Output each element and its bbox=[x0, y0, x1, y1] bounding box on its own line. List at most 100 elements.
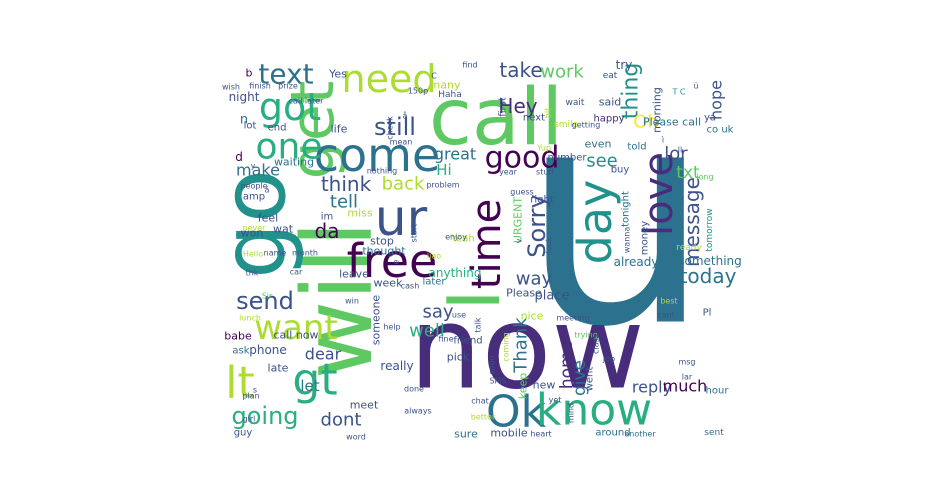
word-115: first bbox=[498, 97, 509, 117]
word-184: ready bbox=[676, 243, 702, 253]
word-157: lar bbox=[682, 373, 693, 382]
word-170: another bbox=[624, 430, 656, 439]
word-145: lunch bbox=[239, 314, 261, 323]
word-139: month bbox=[292, 249, 318, 258]
word-122: prize bbox=[278, 82, 298, 91]
word-83: anything bbox=[429, 266, 482, 280]
word-11: come bbox=[314, 128, 441, 182]
word-162: soon bbox=[488, 355, 497, 374]
word-178: nothing bbox=[367, 167, 398, 176]
word-41: make bbox=[236, 161, 280, 180]
word-141: liao bbox=[427, 252, 441, 261]
word-52: much bbox=[663, 377, 708, 396]
word-71: co uk bbox=[707, 125, 734, 136]
word-58: b bbox=[246, 67, 253, 80]
word-88: someone bbox=[370, 295, 383, 346]
word-25: send bbox=[236, 287, 294, 315]
word-36: txt bbox=[676, 163, 700, 183]
word-72: told bbox=[627, 142, 646, 153]
word-183: Yup bbox=[536, 144, 551, 153]
word-7: know bbox=[536, 385, 652, 436]
word-126: getting bbox=[572, 121, 601, 130]
word-80: already bbox=[614, 255, 659, 269]
word-12: got bbox=[259, 85, 321, 129]
word-68: im bbox=[321, 212, 334, 223]
word-105: waiting bbox=[274, 156, 314, 169]
word-57: d bbox=[235, 150, 243, 164]
word-134: long bbox=[696, 173, 713, 182]
word-89: phone bbox=[249, 343, 287, 357]
word-53: dear bbox=[305, 345, 342, 364]
word-131: Please call bbox=[643, 116, 701, 129]
word-196: y bbox=[251, 162, 256, 171]
word-91: ask bbox=[232, 346, 249, 357]
word-30: thing bbox=[619, 63, 644, 120]
word-34: see bbox=[586, 151, 618, 172]
word-3: will bbox=[282, 221, 394, 380]
word-10: get bbox=[278, 81, 348, 180]
word-78: tomorrow bbox=[705, 208, 715, 251]
word-138: name bbox=[264, 249, 287, 258]
word-156: msg bbox=[678, 358, 695, 367]
word-84: stop bbox=[370, 235, 394, 248]
word-46: say bbox=[422, 302, 453, 323]
word-21: text bbox=[258, 58, 313, 91]
word-92: late bbox=[268, 362, 289, 375]
word-153: trying bbox=[574, 331, 598, 340]
word-120: cash bbox=[401, 282, 420, 291]
word-87: leave bbox=[339, 268, 369, 281]
word-64: feel bbox=[258, 212, 278, 225]
word-97: friend bbox=[453, 336, 482, 347]
word-99: went bbox=[585, 367, 596, 392]
word-173: wanna bbox=[623, 227, 632, 254]
word-75: buy bbox=[611, 165, 630, 176]
word-189: v bbox=[515, 238, 524, 243]
word-45: way bbox=[516, 269, 553, 290]
word-37: think bbox=[321, 172, 372, 196]
word-48: Thank bbox=[511, 317, 532, 374]
word-43: Hi bbox=[436, 161, 451, 179]
word-174: look bbox=[545, 236, 554, 253]
word-191: many bbox=[430, 79, 461, 92]
word-81: place bbox=[535, 289, 570, 304]
word-101: mobile bbox=[490, 427, 528, 440]
word-23: Sorry bbox=[523, 194, 551, 257]
word-16: love bbox=[636, 152, 682, 236]
word-186: Pl bbox=[703, 308, 712, 319]
word-50: give bbox=[570, 360, 590, 396]
word-109: Please bbox=[506, 287, 542, 300]
word-116: find bbox=[462, 61, 477, 70]
word-35: message bbox=[680, 177, 704, 267]
word-125: smile bbox=[554, 120, 578, 130]
word-111: miss bbox=[347, 207, 373, 220]
word-155: job bbox=[602, 355, 615, 364]
word-33: lor bbox=[664, 144, 688, 165]
word-40: da bbox=[315, 219, 340, 243]
word-94: meet bbox=[350, 399, 379, 412]
word-65: won bbox=[241, 227, 264, 240]
word-161: better bbox=[471, 413, 496, 422]
word-193: á bbox=[265, 186, 270, 195]
word-6: Ok bbox=[486, 387, 547, 438]
word-93: guy bbox=[234, 428, 253, 439]
word-190: ya bbox=[704, 113, 716, 124]
word-95: really bbox=[380, 359, 413, 373]
word-76: money bbox=[640, 221, 651, 255]
word-51: reply bbox=[632, 378, 672, 397]
word-56: n bbox=[240, 113, 248, 128]
word-85: later bbox=[422, 277, 446, 288]
word-152: meeting bbox=[556, 314, 589, 323]
word-177: problem bbox=[426, 181, 459, 190]
word-24: going bbox=[231, 402, 298, 430]
word-169: heart bbox=[530, 430, 551, 439]
word-195: ì bbox=[661, 136, 664, 145]
word-142: enjoy bbox=[445, 233, 467, 242]
word-67: amp bbox=[243, 192, 265, 203]
word-106: thought bbox=[362, 245, 406, 258]
word-74: number bbox=[547, 153, 587, 164]
word-62: end bbox=[268, 123, 287, 134]
word-38: back bbox=[382, 174, 425, 195]
word-194: å bbox=[403, 111, 408, 121]
